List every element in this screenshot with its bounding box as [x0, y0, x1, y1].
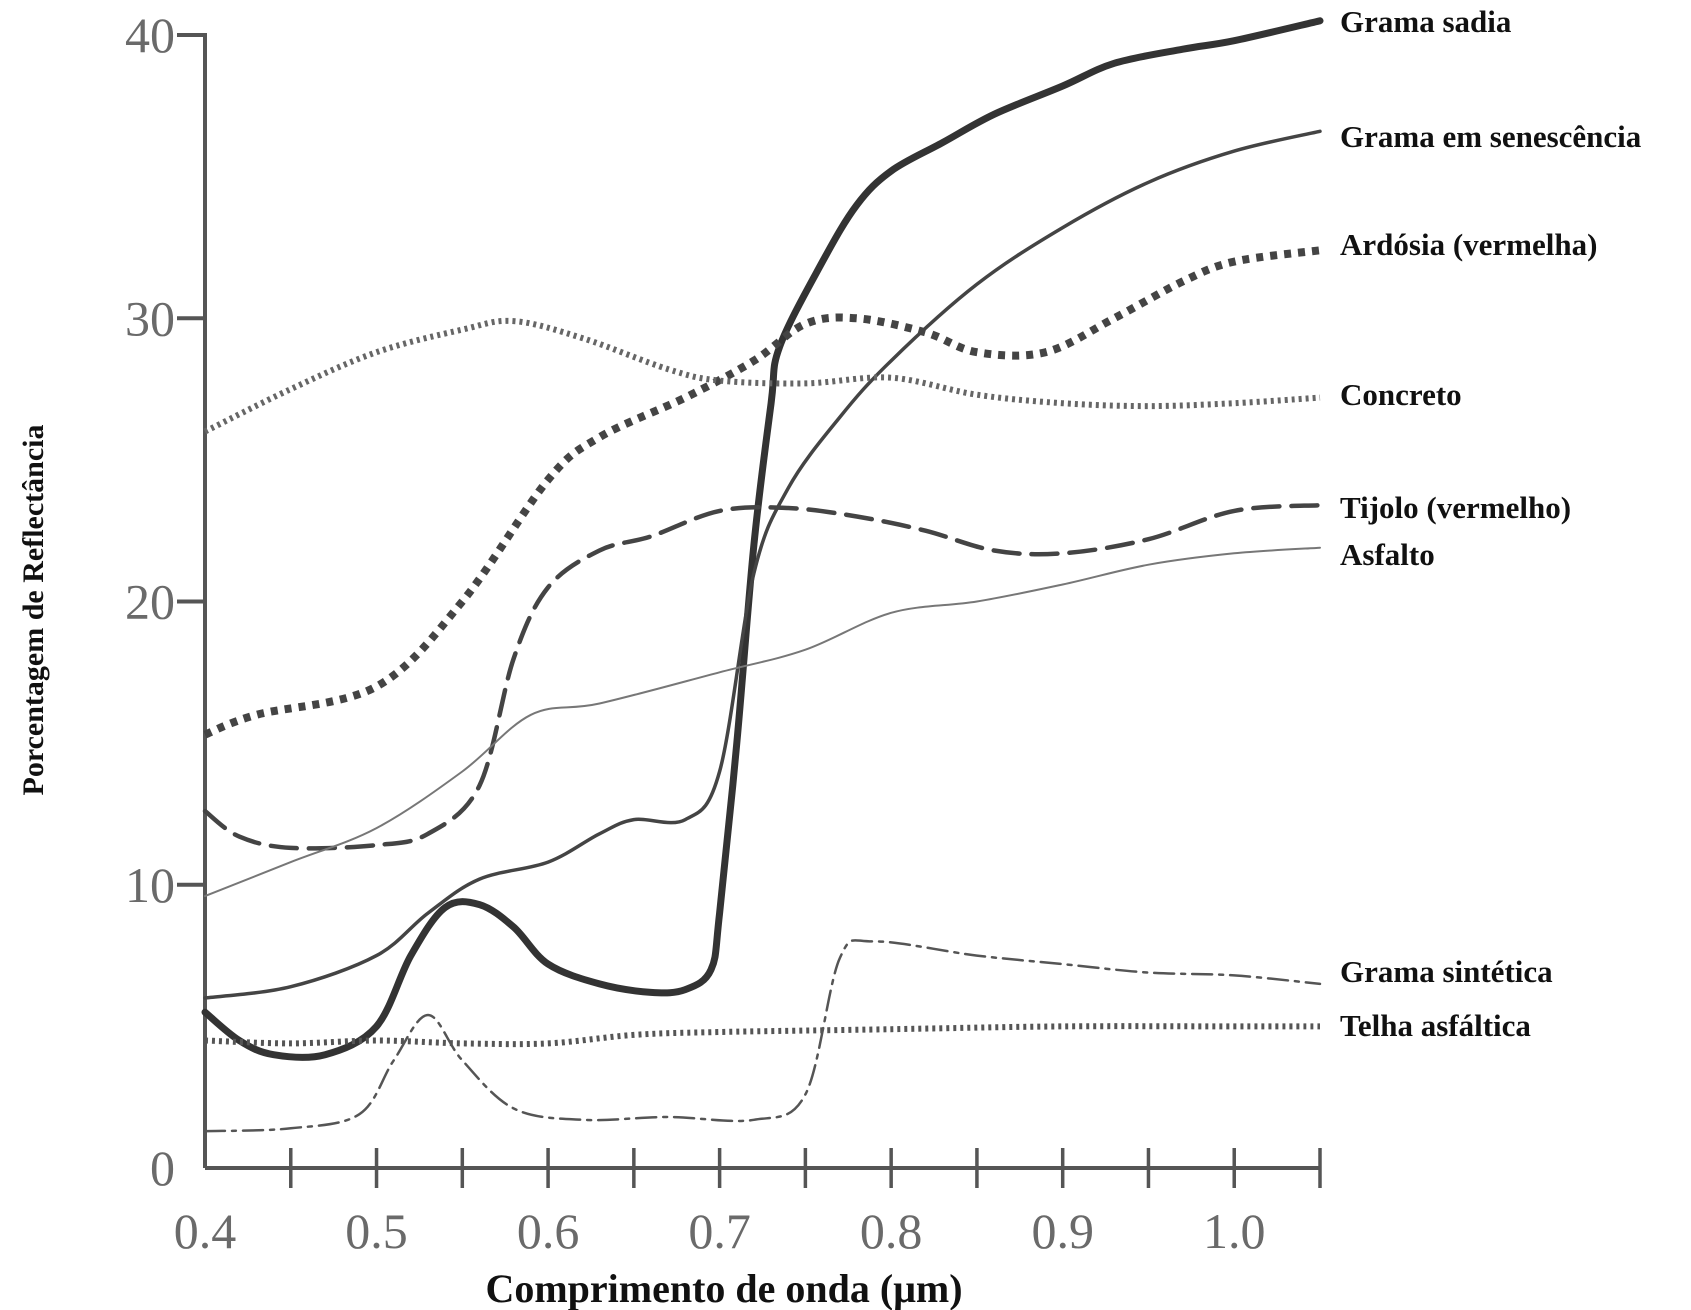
series-line-grama-sintetica [203, 939, 1322, 1133]
series-label-grama-sintetica: Grama sintética [1340, 954, 1553, 989]
x-tick-label: 0.4 [174, 1203, 237, 1259]
x-tick-label: 0.7 [688, 1203, 751, 1259]
series-line-asfalto [204, 546, 1321, 898]
axes: 0 10 20 30 40 0.4 0.5 0.6 0.7 0.8 0.9 1.0 [125, 7, 1322, 1259]
series-line-ardosia-vermelha [203, 246, 1321, 739]
series-label-telha-asfaltica: Telha asfáltica [1340, 1008, 1531, 1043]
series-labels: Grama sadia Grama em senescência Ardósia (… [1340, 4, 1642, 1043]
series-label-asfalto: Asfalto [1340, 537, 1435, 572]
y-tick-label: 0 [150, 1140, 175, 1196]
series-label-ardosia-vermelha: Ardósia (vermelha) [1340, 227, 1597, 262]
series-line-tijolo-vermelho [202, 502, 1323, 851]
y-tick-label: 40 [125, 7, 175, 63]
x-tick-label: 1.0 [1203, 1203, 1266, 1259]
x-tick-label: 0.8 [860, 1203, 923, 1259]
x-tick-label: 0.9 [1031, 1203, 1094, 1259]
y-axis-title: Porcentagem de Reflectância [17, 425, 50, 796]
series-lines [201, 17, 1324, 1133]
y-tick-label: 10 [125, 857, 175, 913]
y-tick-label: 20 [125, 574, 175, 630]
x-axis-title: Comprimento de onda (μm) [485, 1266, 962, 1310]
series-label-grama-em-senescencia: Grama em senescência [1340, 119, 1642, 154]
series-line-grama-em-senescencia [203, 129, 1322, 1000]
y-tick-label: 30 [125, 290, 175, 346]
series-label-concreto: Concreto [1340, 377, 1462, 412]
x-tick-label: 0.6 [517, 1203, 580, 1259]
series-line-telha-asfaltica [204, 1023, 1320, 1048]
series-label-tijolo-vermelho: Tijolo (vermelho) [1340, 490, 1571, 525]
series-line-grama-sadia [201, 17, 1324, 1061]
series-line-concreto [203, 317, 1321, 435]
series-label-grama-sadia: Grama sadia [1340, 4, 1512, 39]
x-tick-label: 0.5 [345, 1203, 408, 1259]
